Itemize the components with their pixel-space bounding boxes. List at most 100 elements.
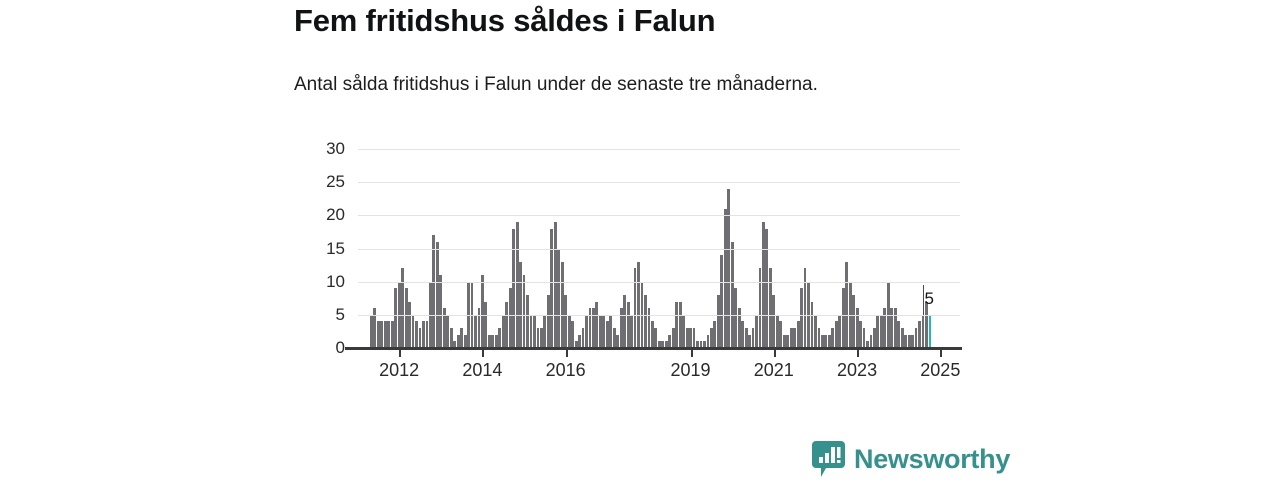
bar	[879, 314, 883, 348]
bar	[390, 321, 394, 348]
bar	[418, 328, 422, 348]
bar	[755, 314, 758, 348]
bar	[820, 334, 824, 348]
x-axis-tick	[773, 348, 776, 357]
bar	[730, 241, 734, 348]
bar	[855, 308, 859, 348]
logo-wordmark: Newsworthy	[854, 443, 1011, 474]
x-axis-tick	[857, 348, 860, 357]
bar	[772, 294, 776, 348]
bar	[744, 328, 748, 348]
bar	[751, 328, 755, 348]
bar	[463, 334, 467, 348]
bar	[817, 328, 821, 348]
gridline	[358, 248, 960, 250]
gridline	[358, 281, 960, 283]
y-axis-tick-label: 25	[326, 172, 345, 192]
bar	[699, 341, 703, 348]
bar	[616, 334, 620, 348]
bar	[862, 328, 866, 348]
bar	[581, 328, 585, 348]
bar-chart-bubble-icon	[812, 441, 845, 477]
gridline	[358, 182, 960, 184]
x-axis-tick	[565, 348, 568, 357]
bar	[598, 314, 602, 348]
bar	[720, 255, 724, 348]
bar	[637, 261, 640, 348]
bar	[900, 328, 904, 348]
bar	[685, 328, 689, 348]
x-axis-tick-label: 2023	[837, 360, 878, 380]
bar	[439, 275, 443, 348]
bar	[831, 328, 835, 348]
annotation-leader-line	[922, 284, 924, 315]
bar	[793, 328, 797, 348]
bar	[370, 314, 373, 348]
bar	[779, 321, 783, 348]
bar	[703, 341, 706, 348]
bar	[838, 314, 842, 348]
bar	[907, 334, 911, 348]
bar	[709, 328, 713, 348]
bar	[539, 328, 543, 348]
x-axis-tick-label: 2016	[545, 360, 586, 380]
bar	[786, 334, 790, 348]
bar	[911, 334, 915, 348]
bar	[574, 341, 578, 348]
bar	[689, 328, 692, 348]
bar	[435, 241, 439, 348]
bar	[876, 314, 880, 348]
bar	[411, 314, 415, 348]
bar	[803, 268, 807, 348]
bar	[918, 321, 921, 348]
bar	[741, 321, 745, 348]
x-axis-tick	[399, 348, 402, 357]
bar	[456, 334, 460, 348]
bar	[557, 248, 561, 348]
bar	[657, 341, 661, 348]
bar	[706, 334, 710, 348]
bar	[453, 341, 457, 348]
bar	[925, 301, 928, 348]
x-axis-tick-label: 2014	[462, 360, 503, 380]
bar	[376, 321, 380, 348]
bar	[546, 294, 550, 348]
bar	[422, 321, 425, 348]
bar	[859, 321, 862, 348]
gridline	[358, 215, 960, 217]
bar	[651, 321, 654, 348]
bar	[592, 308, 595, 348]
bar	[446, 314, 450, 348]
plot-area	[358, 149, 960, 349]
x-axis-tick	[482, 348, 485, 357]
bar	[432, 235, 436, 348]
y-axis-tick-label: 20	[326, 205, 345, 225]
bar	[394, 288, 398, 348]
newsworthy-logo[interactable]: Newsworthy	[812, 441, 1010, 477]
bar	[404, 288, 408, 348]
bar	[834, 321, 838, 348]
bar	[481, 275, 484, 348]
bar	[664, 341, 668, 348]
bar	[567, 314, 571, 348]
bar	[727, 188, 731, 348]
bar	[782, 334, 786, 348]
bar	[474, 314, 477, 348]
bar	[595, 301, 599, 348]
bar	[484, 301, 488, 348]
x-axis-tick-label: 2025	[920, 360, 961, 380]
bar	[661, 341, 665, 348]
bar	[866, 341, 869, 348]
bar	[668, 334, 672, 348]
bar	[765, 228, 769, 348]
bar	[890, 308, 894, 348]
bar	[501, 314, 505, 348]
bar	[852, 294, 856, 348]
bar	[408, 301, 411, 348]
bar	[623, 294, 627, 348]
bar	[550, 228, 554, 348]
bar	[571, 321, 575, 348]
bar	[758, 268, 762, 348]
bar	[619, 308, 623, 348]
